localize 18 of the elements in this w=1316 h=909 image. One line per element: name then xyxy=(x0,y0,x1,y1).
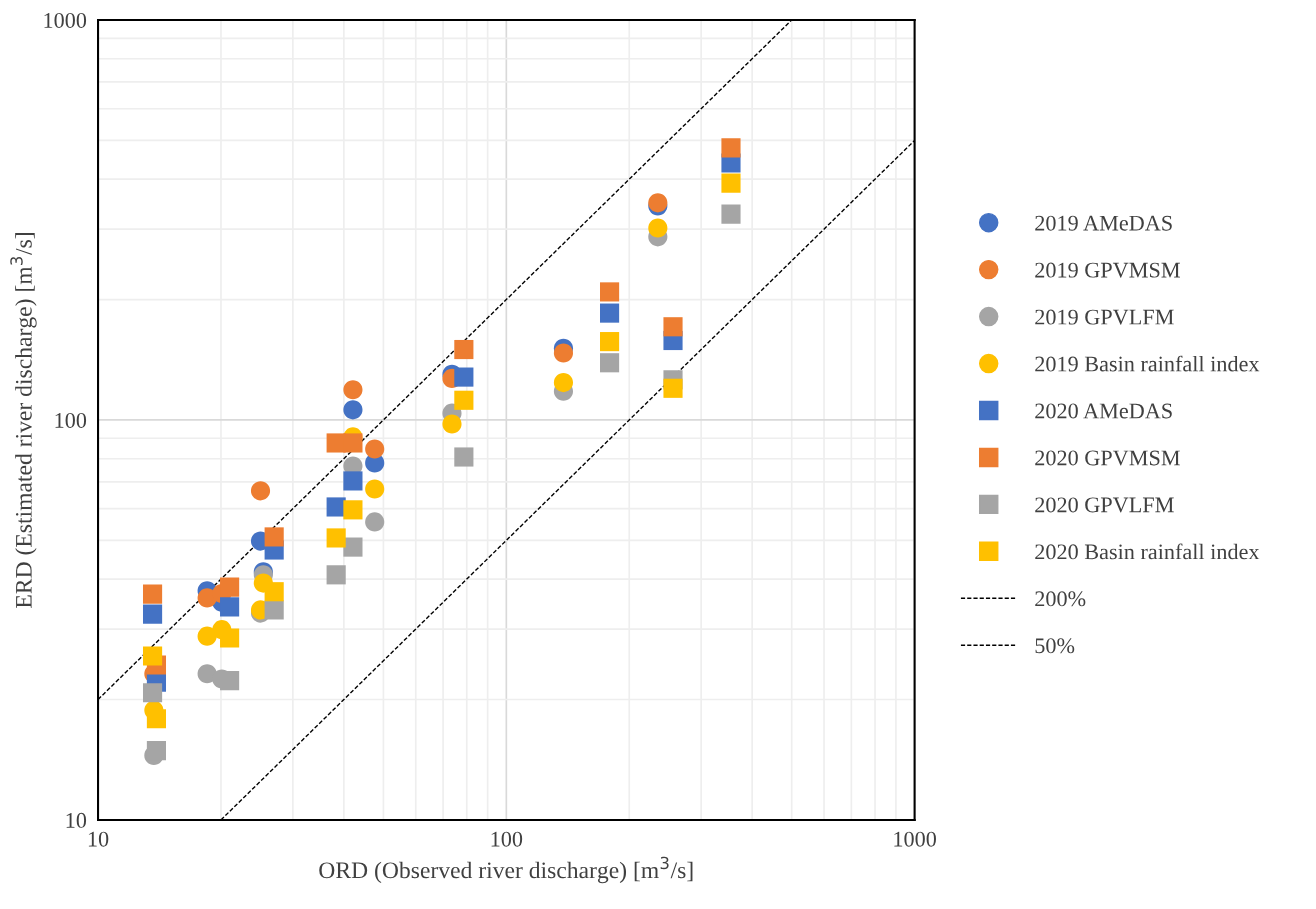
x-axis-title: ORD (Observed river discharge) [m$^{3}$/s] xyxy=(319,856,693,884)
y-axis-title: ERD (Estimated river discharge) [m$^{3}$/s] xyxy=(10,233,37,608)
legend-label: 2019 GPVLFM xyxy=(1035,309,1174,325)
x-tick-label: 10 xyxy=(88,831,109,847)
x-tick-label: 1000 xyxy=(894,831,936,847)
legend-label: 2020 Basin rainfall index xyxy=(1035,543,1260,560)
legend-label: 2020 GPVLFM xyxy=(1035,497,1174,513)
legend-label: 200% xyxy=(1035,591,1086,607)
legend-label: 2020 GPVMSM xyxy=(1035,450,1180,466)
y-tick-label: 100 xyxy=(55,412,87,428)
legend-label: 50% xyxy=(1035,638,1075,654)
legend-label: 2020 AMeDAS xyxy=(1035,403,1172,419)
x-tick-label: 100 xyxy=(491,831,523,847)
legend-label: 2019 GPVMSM xyxy=(1035,262,1180,278)
y-tick-label: 1000 xyxy=(44,12,87,28)
y-tick-label: 10 xyxy=(66,812,87,828)
legend-label: 2019 AMeDAS xyxy=(1035,215,1172,231)
legend-label: 2019 Basin rainfall index xyxy=(1035,355,1260,372)
